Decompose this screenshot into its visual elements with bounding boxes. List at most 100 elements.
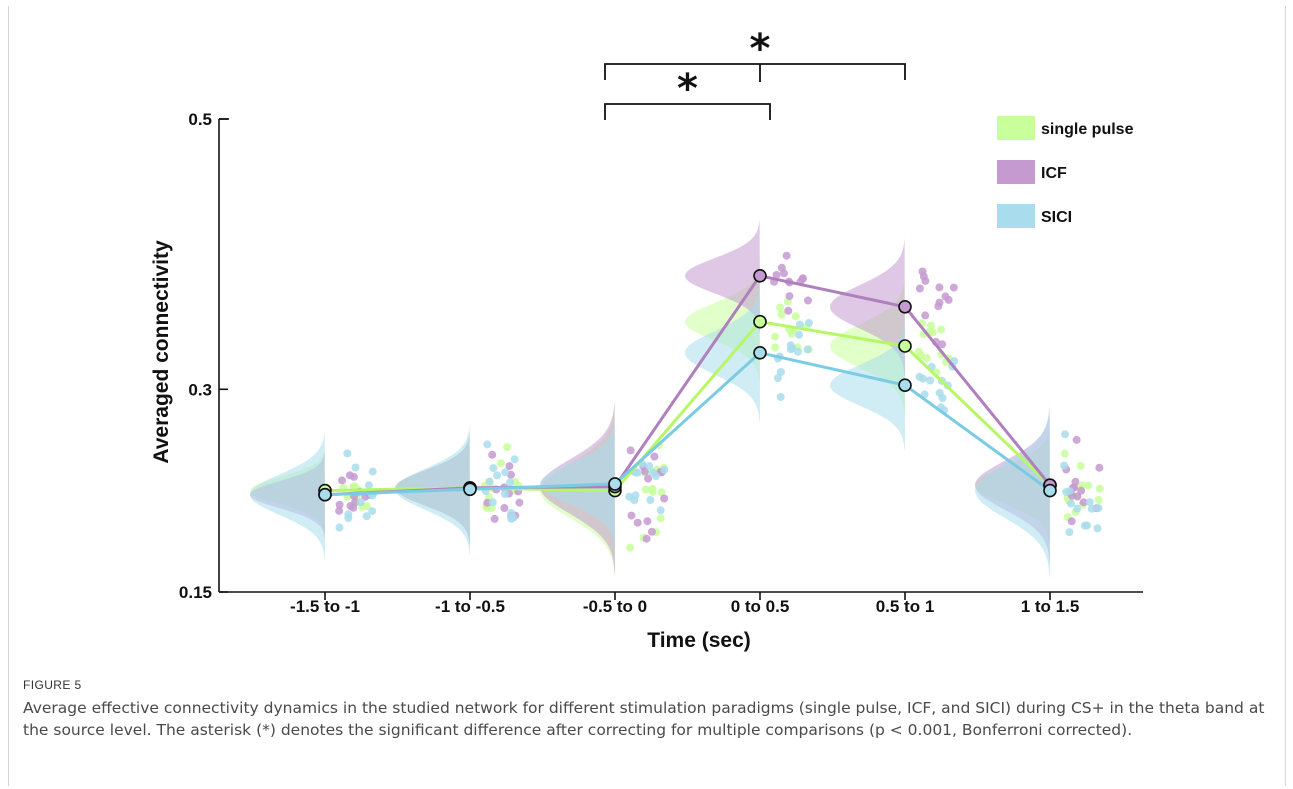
dot-single-pulse — [1084, 481, 1093, 490]
x-tick-label: 0 to 0.5 — [731, 597, 790, 616]
dot-single-pulse — [626, 543, 635, 552]
dot-icf — [934, 302, 943, 311]
mean-marker-layer — [318, 268, 1057, 502]
dot-single-pulse — [1076, 461, 1085, 470]
marker-icf-3 — [753, 268, 767, 283]
axes-layer: -1.5 to -1 -1 to -0.5 -0.5 to 0 0 to 0.5 0.5… — [179, 110, 1143, 616]
marker-sici-5 — [1043, 483, 1057, 498]
dot-icf — [338, 476, 346, 485]
dot-icf — [335, 500, 344, 509]
dot-sici — [804, 318, 813, 327]
dot-sici — [646, 496, 655, 504]
dot-sici — [645, 462, 654, 471]
dot-sici — [648, 468, 657, 477]
dot-icf — [633, 518, 642, 527]
significance-bracket — [604, 63, 906, 80]
x-axis-title: Time (sec) — [647, 629, 751, 652]
series-line-layer — [324, 274, 1052, 497]
dot-single-pulse — [656, 514, 665, 523]
dot-sici — [793, 347, 802, 356]
dot-single-pulse — [1060, 449, 1069, 458]
dot-single-pulse — [777, 310, 786, 319]
dot-sici — [926, 376, 935, 385]
dot-icf — [921, 311, 930, 320]
dot-single-pulse — [776, 303, 785, 312]
dot-icf — [938, 340, 947, 349]
x-tick-label: -1 to -0.5 — [435, 597, 505, 616]
dot-sici — [1087, 504, 1096, 513]
violin-sici-0 — [250, 429, 325, 560]
dot-sici — [506, 478, 514, 487]
dot-icf — [915, 284, 924, 293]
dot-single-pulse — [1094, 496, 1103, 504]
legend-label-sici: SICI — [1041, 209, 1072, 226]
x-tick-label: -1.5 to -1 — [290, 597, 360, 616]
marker-sici-3 — [753, 345, 767, 360]
figure-label: FIGURE 5 — [23, 678, 82, 692]
dot-icf — [647, 527, 656, 536]
dot-icf — [804, 296, 812, 305]
dot-sici — [488, 498, 497, 507]
dot-single-pulse — [937, 325, 946, 334]
dot-icf — [490, 514, 499, 523]
violin-sici-3 — [685, 283, 760, 422]
x-tick-label: 1 to 1.5 — [1021, 597, 1080, 616]
dot-sici — [509, 513, 518, 522]
dot-single-pulse — [496, 459, 505, 468]
dot-sici — [630, 496, 639, 505]
dot-single-pulse — [657, 488, 666, 497]
dot-sici — [776, 393, 785, 401]
dot-single-pulse — [922, 354, 931, 362]
dot-sici — [1067, 499, 1075, 508]
dot-sici — [356, 498, 365, 507]
dot-icf — [1095, 463, 1104, 472]
dot-sici — [795, 330, 804, 339]
marker-sici-2 — [608, 477, 622, 491]
dot-sici — [1062, 488, 1071, 497]
dot-sici — [485, 477, 494, 486]
dot-sici — [1093, 524, 1102, 533]
dot-icf — [626, 446, 635, 455]
significance-layer: ** — [604, 26, 906, 120]
dot-sici — [633, 468, 642, 477]
dot-sici — [501, 468, 510, 477]
line-sici — [324, 351, 1051, 497]
dot-sici — [1073, 504, 1082, 513]
dot-sici — [656, 506, 665, 515]
dot-single-pulse — [350, 482, 359, 491]
x-tick-label: -0.5 to 0 — [583, 597, 647, 616]
dot-sici — [510, 455, 519, 464]
dot-icf — [349, 472, 358, 481]
dot-icf — [1077, 486, 1086, 495]
dot-sici — [493, 471, 502, 480]
dot-sici — [1094, 504, 1103, 513]
dot-single-pulse — [791, 312, 800, 321]
legend-swatch-single-pulse — [997, 116, 1035, 140]
dot-icf — [782, 251, 791, 260]
legend-label-single-pulse: single pulse — [1041, 121, 1134, 138]
dot-sici — [773, 374, 782, 383]
dot-icf — [1072, 435, 1081, 444]
connectivity-chart: -1.5 to -1 -1 to -0.5 -0.5 to 0 0 to 0.5 0.5… — [150, 26, 1143, 652]
x-tick-label: 0.5 to 1 — [876, 597, 935, 616]
dot-icf — [935, 283, 944, 292]
dot-single-pulse — [1095, 484, 1104, 493]
dot-sici — [1061, 430, 1069, 439]
dot-icf — [643, 517, 652, 526]
legend-swatch-sici — [997, 204, 1035, 228]
dot-icf — [488, 450, 497, 459]
dot-sici — [660, 465, 669, 474]
dot-sici — [344, 514, 353, 522]
marker-sici-1 — [463, 482, 477, 497]
dot-icf — [650, 452, 659, 461]
dot-single-pulse — [928, 328, 937, 337]
dot-icf — [505, 462, 514, 471]
dot-sici — [362, 512, 371, 521]
dot-icf — [941, 292, 950, 301]
dot-sici — [351, 463, 360, 472]
y-tick-label: 0.5 — [188, 110, 212, 129]
dot-icf — [642, 534, 651, 543]
marker-sici-4 — [898, 378, 912, 393]
figure-frame — [8, 6, 1286, 786]
y-axis-title: Averaged connectivity — [150, 240, 173, 464]
